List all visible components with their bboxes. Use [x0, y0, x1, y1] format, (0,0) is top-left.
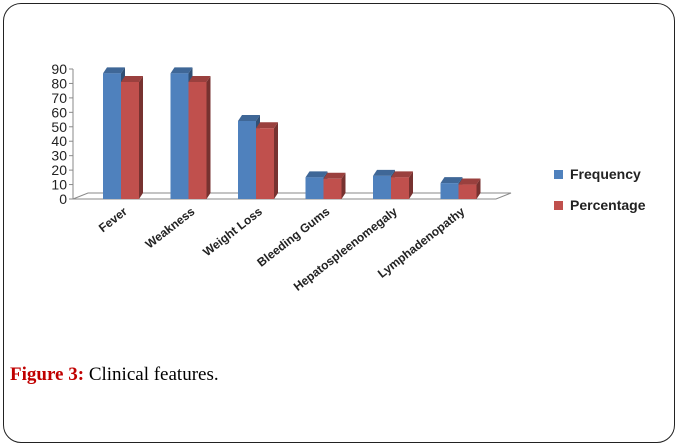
- bar-percentage-4: [391, 177, 409, 199]
- bar-side: [409, 171, 413, 199]
- legend: Frequency Percentage: [554, 165, 645, 227]
- y-tick-label: 30: [51, 148, 67, 164]
- legend-swatch-frequency: [554, 169, 563, 179]
- legend-label-frequency: Frequency: [570, 166, 641, 182]
- y-tick-label: 60: [51, 104, 67, 120]
- y-tick-label: 10: [51, 177, 67, 193]
- legend-swatch-percentage: [554, 200, 563, 210]
- bar-top: [103, 67, 125, 74]
- figure-caption-text: Clinical features.: [84, 364, 219, 385]
- legend-item-percentage: Percentage: [554, 196, 645, 214]
- bar-top: [440, 177, 463, 184]
- bar-side: [274, 122, 278, 199]
- x-tick-label: Weight Loss: [200, 204, 265, 259]
- bar-top: [238, 115, 260, 121]
- y-tick-label: 40: [51, 133, 67, 149]
- bar-top: [323, 172, 346, 179]
- y-tick-label: 50: [51, 119, 67, 135]
- y-tick-label: 90: [51, 61, 67, 77]
- bar-frequency-2: [238, 121, 256, 199]
- bar-percentage-2: [256, 128, 274, 199]
- bar-percentage-0: [121, 82, 139, 199]
- bar-side: [206, 76, 211, 199]
- bar-frequency-3: [305, 177, 324, 199]
- bar-top: [391, 171, 413, 178]
- bar-top: [458, 178, 481, 185]
- bar-top: [256, 122, 278, 129]
- bar-percentage-3: [323, 178, 342, 199]
- bar-frequency-4: [373, 175, 391, 199]
- y-tick-label: 70: [51, 90, 67, 106]
- x-tick-label: Fever: [96, 204, 130, 235]
- bar-side: [476, 178, 481, 199]
- bar-frequency-0: [103, 73, 121, 199]
- y-tick-label: 0: [59, 191, 67, 207]
- y-tick-label: 20: [51, 162, 67, 178]
- bar-top: [121, 76, 143, 82]
- bar-side: [139, 76, 143, 199]
- bar-side: [341, 172, 346, 199]
- bar-top: [373, 169, 395, 176]
- x-tick-label: Weakness: [143, 204, 198, 251]
- figure-label: Figure 3:: [10, 364, 85, 385]
- bar-top: [188, 76, 211, 82]
- legend-item-frequency: Frequency: [554, 165, 645, 183]
- figure-caption: Figure 3: Clinical features.: [10, 364, 219, 386]
- bar-percentage-5: [458, 184, 477, 199]
- bar-top: [170, 67, 193, 74]
- bar-top: [305, 171, 328, 178]
- bar-frequency-1: [170, 73, 189, 199]
- y-tick-label: 80: [51, 75, 67, 91]
- bar-layer: [103, 67, 481, 199]
- legend-label-percentage: Percentage: [570, 197, 646, 213]
- bar-percentage-1: [188, 82, 207, 199]
- bar-frequency-5: [440, 183, 459, 199]
